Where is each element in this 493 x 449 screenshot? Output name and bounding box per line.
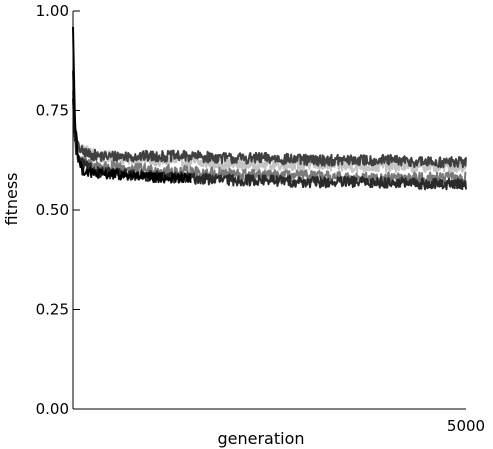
y-tick-label: 1.00 xyxy=(36,2,69,20)
y-tick-label: 0.50 xyxy=(36,201,69,219)
axis-layer: 0.00 0.25 0.50 0.75 1.00 5000 xyxy=(36,2,486,435)
x-axis-title: generation xyxy=(217,429,304,448)
y-tick-label: 0.25 xyxy=(36,301,69,319)
series-layer xyxy=(72,26,467,191)
y-tick-label: 0.00 xyxy=(36,400,69,418)
fitness-series-line xyxy=(72,70,467,169)
y-tick-label: 0.75 xyxy=(36,102,69,120)
y-axis-title: fitness xyxy=(2,172,21,225)
fitness-series-line xyxy=(72,26,192,184)
x-tick-label: 5000 xyxy=(447,417,485,435)
